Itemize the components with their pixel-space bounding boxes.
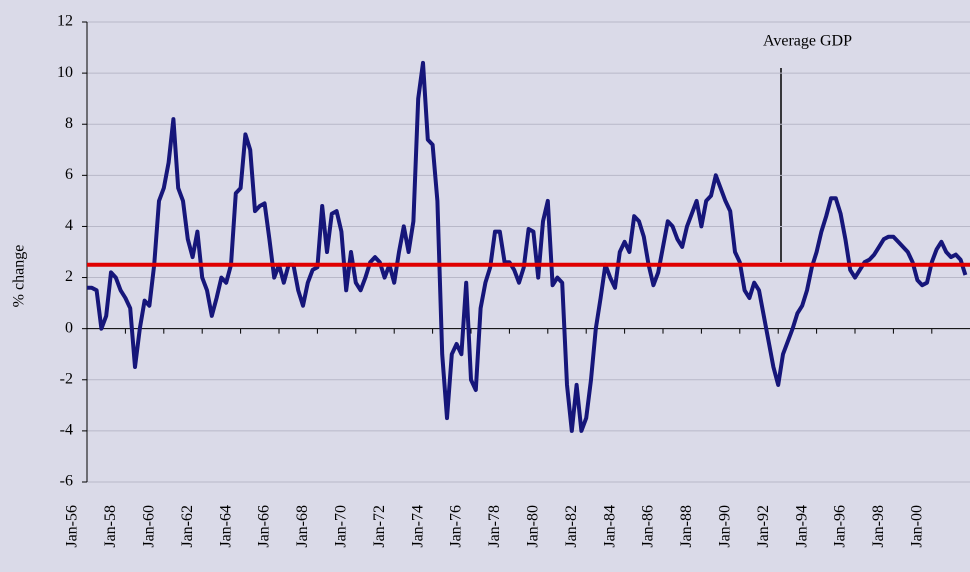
- annotation: Average GDP: [763, 33, 852, 50]
- x-tick-label: Jan-56: [64, 505, 81, 548]
- y-tick-label: 8: [65, 115, 73, 132]
- x-tick-label: Jan-58: [102, 505, 119, 548]
- x-tick-label: Jan-96: [832, 505, 849, 548]
- y-tick-label: 12: [57, 13, 73, 30]
- x-tick-label: Jan-82: [563, 505, 580, 548]
- x-tick-label: Jan-64: [217, 505, 234, 548]
- x-tick-label: Jan-68: [294, 505, 311, 548]
- y-tick-label: 6: [65, 166, 73, 183]
- x-tick-label: Jan-66: [256, 505, 273, 548]
- x-tick-label: Jan-86: [640, 505, 657, 548]
- y-tick-label: 0: [65, 319, 73, 336]
- x-tick-label: Jan-94: [793, 505, 810, 548]
- y-tick-label: 4: [65, 217, 73, 234]
- x-tick-label: Jan-72: [371, 505, 388, 548]
- x-tick-label: Jan-76: [448, 505, 465, 548]
- x-tick-label: Jan-84: [601, 505, 618, 548]
- y-tick-label: -6: [60, 473, 73, 490]
- x-tick-label: Jan-98: [870, 505, 887, 548]
- x-tick-label: Jan-90: [716, 505, 733, 548]
- y-tick-label: 10: [57, 64, 73, 81]
- y-tick-label: 2: [65, 268, 73, 285]
- gdp-line: [87, 60, 968, 433]
- x-tick-label: Jan-62: [179, 505, 196, 548]
- x-tick-label: Jan-88: [678, 505, 695, 548]
- x-tick-label: Jan-92: [755, 505, 772, 548]
- x-tick-label: Jan-78: [486, 505, 503, 548]
- y-axis-label: % change: [11, 245, 28, 308]
- x-tick-label: Jan-70: [332, 505, 349, 548]
- y-tick-label: -4: [60, 422, 73, 439]
- y-tick-label: -2: [60, 370, 73, 387]
- x-tick-label: Jan-60: [140, 505, 157, 548]
- x-tick-label: Jan-00: [908, 505, 925, 548]
- x-tick-label: Jan-74: [409, 505, 426, 548]
- x-tick-label: Jan-80: [524, 505, 541, 548]
